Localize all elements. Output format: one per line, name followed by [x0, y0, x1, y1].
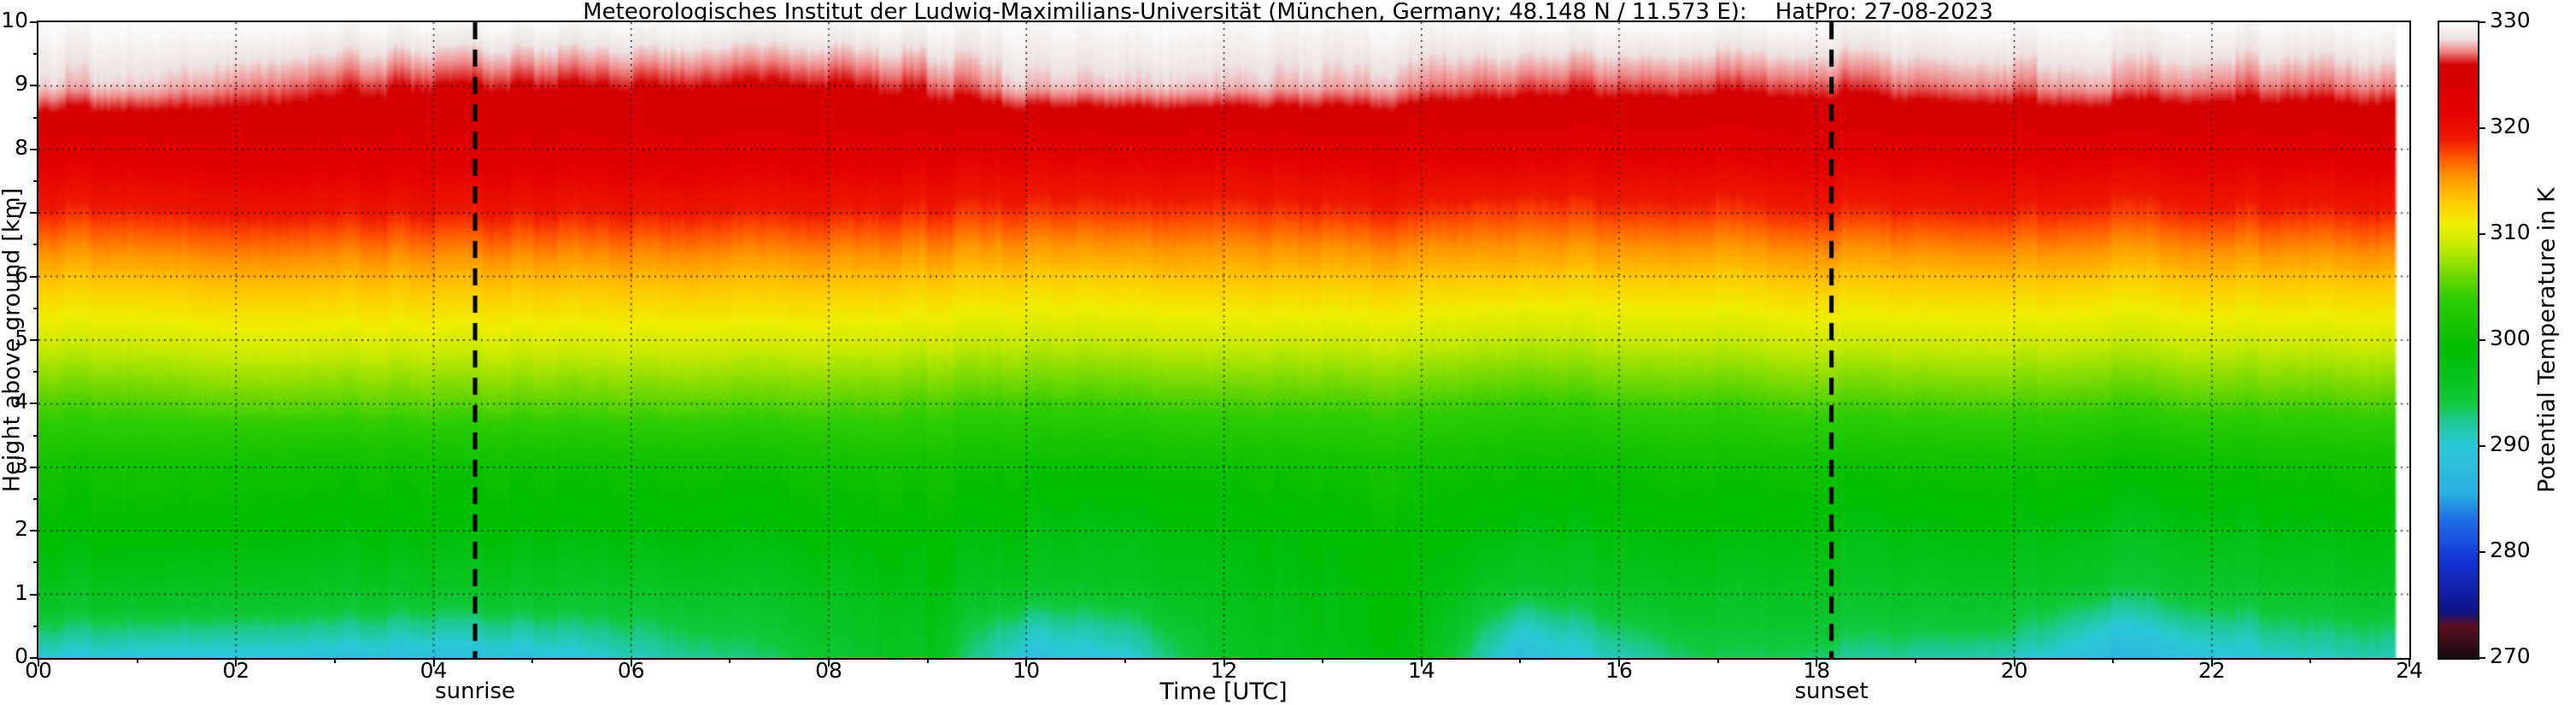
y-minor-tick [33, 561, 38, 564]
x-minor-tick [1914, 658, 1916, 663]
x-tick-label: 08 [815, 658, 842, 683]
x-tick [1618, 658, 1620, 667]
x-minor-tick [1716, 658, 1719, 663]
y-tick-label: 6 [15, 261, 28, 287]
x-tick-label: 12 [1210, 658, 1238, 683]
x-tick [630, 658, 632, 667]
x-minor-tick [926, 658, 929, 663]
heatmap-canvas [38, 22, 2409, 658]
x-tick [2013, 658, 2016, 667]
y-tick [30, 275, 38, 278]
y-tick-label: 4 [15, 389, 28, 414]
y-tick [30, 339, 38, 341]
y-tick-label: 2 [15, 516, 28, 542]
colorbar-label: Potential Temperature in K [2533, 187, 2561, 493]
y-tick-label: 0 [15, 643, 28, 668]
y-tick [30, 402, 38, 405]
y-minor-tick [33, 434, 38, 437]
y-tick-label: 9 [15, 71, 28, 97]
x-tick-label: 06 [617, 658, 645, 683]
colorbar-tick-label: 290 [2490, 432, 2531, 456]
colorbar-tick-label: 270 [2490, 643, 2531, 668]
x-tick-label: 20 [2000, 658, 2028, 683]
y-tick [30, 148, 38, 150]
x-minor-tick [2112, 658, 2115, 663]
colorbar-tick [2478, 339, 2485, 341]
y-tick [30, 466, 38, 468]
colorbar-tick [2478, 551, 2485, 553]
x-tick-label: 24 [2396, 658, 2423, 683]
colorbar-tick-label: 310 [2490, 220, 2531, 244]
x-minor-tick [136, 658, 138, 663]
sunset-annotation-label: sunset [1794, 679, 1869, 704]
y-minor-tick [33, 371, 38, 373]
x-tick [38, 658, 39, 667]
x-tick-label: 16 [1605, 658, 1633, 683]
y-tick [30, 21, 38, 23]
x-tick [1420, 658, 1423, 667]
colorbar [2438, 21, 2479, 660]
colorbar-tick [2478, 657, 2485, 659]
chart-title: Meteorologisches Institut der Ludwig-Max… [583, 0, 1993, 25]
x-minor-tick [729, 658, 731, 663]
colorbar-tick-label: 300 [2490, 326, 2531, 350]
y-tick [30, 85, 38, 87]
y-tick [30, 593, 38, 596]
y-tick-label: 5 [15, 326, 28, 350]
x-tick-label: 00 [25, 658, 52, 683]
colorbar-tick [2478, 127, 2485, 129]
x-tick-label: 18 [1803, 658, 1831, 683]
y-tick [30, 530, 38, 532]
x-tick-label: 02 [222, 658, 250, 683]
y-tick-label: 8 [15, 134, 28, 160]
y-tick-label: 1 [15, 579, 28, 605]
x-minor-tick [531, 658, 534, 663]
x-axis-label: Time [UTC] [1159, 679, 1288, 705]
x-tick-label: 14 [1407, 658, 1435, 683]
y-tick-label: 10 [1, 8, 28, 32]
y-minor-tick [33, 244, 38, 246]
x-minor-tick [1322, 658, 1324, 663]
y-minor-tick [33, 53, 38, 56]
x-minor-tick [333, 658, 336, 663]
y-minor-tick [33, 625, 38, 627]
x-tick [1025, 658, 1028, 667]
y-minor-tick [33, 307, 38, 309]
x-tick-label: 04 [420, 658, 448, 683]
colorbar-tick [2478, 21, 2485, 23]
x-tick [432, 658, 435, 667]
x-tick-label: 22 [2198, 658, 2226, 683]
x-minor-tick [1124, 658, 1126, 663]
colorbar-tick [2478, 445, 2485, 447]
y-tick-label: 3 [15, 452, 28, 478]
x-tick [1223, 658, 1225, 667]
x-minor-tick [1519, 658, 1522, 663]
x-tick [235, 658, 238, 667]
y-minor-tick [33, 498, 38, 500]
x-tick [1816, 658, 1818, 667]
y-tick-label: 7 [15, 198, 28, 224]
x-minor-tick [2309, 658, 2312, 663]
y-tick [30, 212, 38, 214]
y-minor-tick [33, 116, 38, 119]
y-minor-tick [33, 180, 38, 182]
colorbar-tick-label: 330 [2490, 8, 2531, 32]
colorbar-canvas [2439, 22, 2478, 658]
x-tick-label: 10 [1012, 658, 1041, 683]
sunrise-annotation-label: sunrise [435, 679, 516, 704]
heatmap-plot-area [37, 21, 2411, 660]
colorbar-tick-label: 280 [2490, 538, 2531, 562]
x-tick [2409, 658, 2410, 667]
colorbar-tick-label: 320 [2490, 114, 2531, 138]
x-tick [828, 658, 830, 667]
y-tick [30, 657, 38, 659]
colorbar-tick [2478, 233, 2485, 235]
x-tick [2210, 658, 2213, 667]
